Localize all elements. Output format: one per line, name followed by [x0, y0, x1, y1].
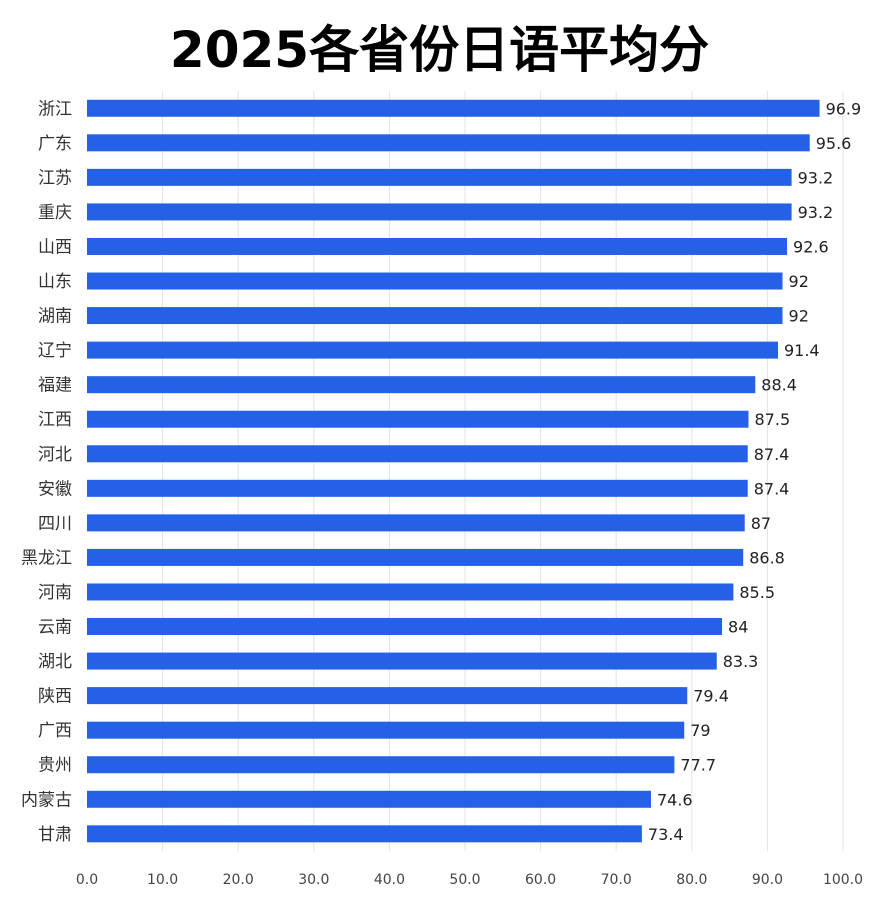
- value-label: 83.3: [723, 652, 759, 671]
- category-label: 甘肃: [38, 825, 72, 845]
- value-label: 77.7: [680, 756, 716, 775]
- bar: [87, 479, 748, 497]
- category-label: 重庆: [38, 203, 72, 223]
- bar: [87, 203, 792, 221]
- value-label: 93.2: [798, 168, 834, 187]
- bars: [87, 99, 820, 843]
- bar: [87, 618, 723, 636]
- category-label: 黑龙江: [21, 548, 72, 568]
- value-label: 74.6: [657, 790, 693, 809]
- category-label: 云南: [38, 618, 72, 638]
- x-tick-label: 40.0: [374, 872, 405, 888]
- bar: [87, 410, 749, 428]
- category-labels: 浙江广东江苏重庆山西山东湖南辽宁福建江西河北安徽四川黑龙江河南云南湖北陕西广西贵…: [21, 99, 72, 845]
- bar: [87, 652, 717, 670]
- category-label: 江苏: [38, 168, 72, 188]
- value-label: 91.4: [784, 341, 820, 360]
- category-label: 河北: [38, 445, 72, 465]
- category-label: 广东: [38, 134, 72, 154]
- category-label: 山西: [38, 237, 72, 257]
- category-label: 广西: [38, 721, 72, 741]
- x-tick-label: 30.0: [298, 872, 329, 888]
- category-label: 湖南: [38, 307, 72, 327]
- bar: [87, 583, 734, 601]
- bar: [87, 514, 745, 532]
- x-tick-label: 50.0: [449, 872, 480, 888]
- value-label: 87.5: [755, 410, 791, 429]
- bar: [87, 721, 685, 739]
- value-label: 79: [690, 721, 710, 740]
- value-label: 93.2: [798, 203, 834, 222]
- value-label: 87.4: [754, 479, 790, 498]
- value-label: 96.9: [826, 99, 862, 118]
- bar: [87, 825, 642, 843]
- category-label: 陕西: [38, 687, 72, 707]
- bar: [87, 237, 788, 255]
- category-label: 浙江: [38, 99, 72, 119]
- value-label: 92.6: [793, 237, 829, 256]
- bar: [87, 99, 820, 117]
- value-label: 92: [789, 307, 809, 326]
- x-axis-tick-labels: 0.0 10.0 20.0 30.0 40.0 50.0 60.0 70.0 80.0 90.0 1…: [76, 872, 863, 888]
- value-label: 95.6: [816, 134, 852, 153]
- category-label: 辽宁: [38, 341, 72, 361]
- bar: [87, 687, 688, 705]
- bar: [87, 272, 783, 290]
- value-label: 86.8: [749, 548, 785, 567]
- category-label: 福建: [38, 376, 72, 396]
- x-tick-label: 100.0: [823, 872, 863, 888]
- bar: [87, 445, 748, 463]
- bar: [87, 134, 810, 152]
- bar: [87, 307, 783, 325]
- category-label: 湖北: [38, 652, 72, 672]
- bar: [87, 168, 792, 186]
- value-label: 87: [751, 514, 771, 533]
- bar: [87, 341, 778, 359]
- value-label: 84: [728, 618, 748, 637]
- value-label: 87.4: [754, 445, 790, 464]
- x-tick-label: 70.0: [601, 872, 632, 888]
- value-label: 88.4: [761, 376, 797, 395]
- category-label: 贵州: [38, 756, 72, 776]
- x-tick-label: 20.0: [223, 872, 254, 888]
- x-tick-label: 90.0: [752, 872, 783, 888]
- bar: [87, 756, 675, 774]
- value-label: 73.4: [648, 825, 684, 844]
- bar: [87, 376, 756, 394]
- category-label: 河南: [38, 583, 72, 603]
- category-label: 山东: [38, 272, 72, 292]
- x-tick-label: 80.0: [676, 872, 707, 888]
- x-tick-label: 0.0: [76, 872, 98, 888]
- bar: [87, 548, 744, 566]
- category-label: 江西: [38, 410, 72, 430]
- x-tick-label: 10.0: [147, 872, 178, 888]
- value-label: 92: [789, 272, 809, 291]
- category-label: 内蒙古: [21, 790, 72, 810]
- bar: [87, 790, 651, 808]
- value-labels: 96.9 95.6 93.2 93.2 92.6 92 92 91.4 88.4 87.5 87.4…: [648, 99, 861, 844]
- x-tick-label: 60.0: [525, 872, 556, 888]
- value-label: 79.4: [693, 687, 729, 706]
- category-label: 四川: [38, 514, 72, 534]
- value-label: 85.5: [739, 583, 775, 602]
- category-label: 安徽: [38, 479, 72, 499]
- chart-title: 2025各省份日语平均分: [169, 21, 710, 79]
